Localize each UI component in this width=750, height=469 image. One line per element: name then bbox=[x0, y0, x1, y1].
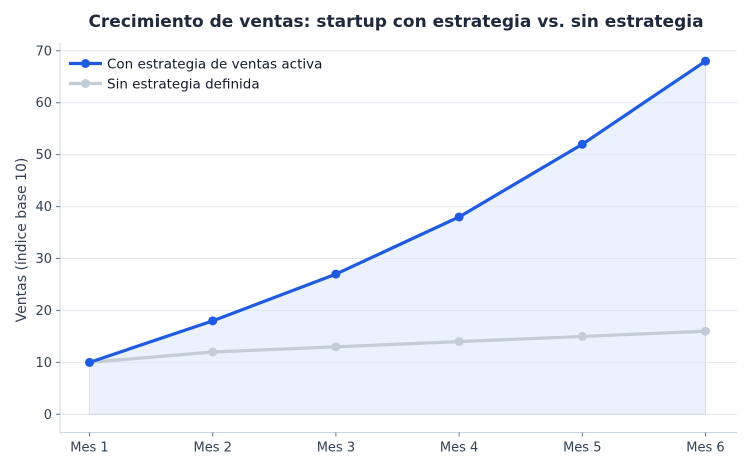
y-axis-label: Ventas (índice base 10) bbox=[14, 158, 30, 323]
chart-title: Crecimiento de ventas: startup con estra… bbox=[88, 12, 703, 32]
data-point-series-1 bbox=[454, 337, 464, 347]
y-tick-label: 50 bbox=[35, 148, 52, 163]
data-point-series-1 bbox=[701, 326, 710, 336]
y-tick-label: 70 bbox=[35, 44, 52, 59]
y-tick-label: 10 bbox=[35, 356, 52, 371]
y-tick-label: 20 bbox=[35, 304, 52, 319]
data-point-series-0 bbox=[577, 139, 587, 149]
data-point-series-1 bbox=[331, 342, 341, 352]
y-tick-label: 0 bbox=[44, 408, 52, 423]
data-point-series-0 bbox=[85, 357, 94, 367]
plot-frame bbox=[59, 43, 737, 433]
legend-label: Con estrategia de ventas activa bbox=[107, 56, 322, 72]
series-area-con-estrategia bbox=[89, 60, 706, 415]
legend: Con estrategia de ventas activa Sin estra… bbox=[69, 56, 322, 92]
data-point-series-0 bbox=[454, 212, 464, 222]
data-point-series-0 bbox=[701, 56, 710, 66]
y-tick-label: 60 bbox=[35, 96, 52, 111]
legend-marker bbox=[81, 79, 90, 88]
x-tick-label: Mes 2 bbox=[194, 441, 232, 456]
series-line-0 bbox=[87, 59, 708, 364]
x-tick-label: Mes 6 bbox=[686, 441, 724, 456]
y-tick-label: 30 bbox=[35, 252, 52, 267]
series-line-1 bbox=[87, 329, 708, 364]
x-tick-label: Mes 1 bbox=[70, 441, 108, 456]
legend-marker bbox=[81, 59, 90, 68]
data-point-series-1 bbox=[577, 331, 587, 341]
x-tick-label: Mes 4 bbox=[440, 441, 478, 456]
data-point-series-0 bbox=[208, 316, 218, 326]
data-point-series-1 bbox=[208, 347, 218, 357]
y-tick-label: 40 bbox=[35, 200, 52, 215]
x-tick-label: Mes 5 bbox=[563, 441, 601, 456]
data-point-series-0 bbox=[331, 269, 341, 279]
legend-label: Sin estrategia definida bbox=[107, 76, 260, 92]
x-tick-label: Mes 3 bbox=[317, 441, 355, 456]
